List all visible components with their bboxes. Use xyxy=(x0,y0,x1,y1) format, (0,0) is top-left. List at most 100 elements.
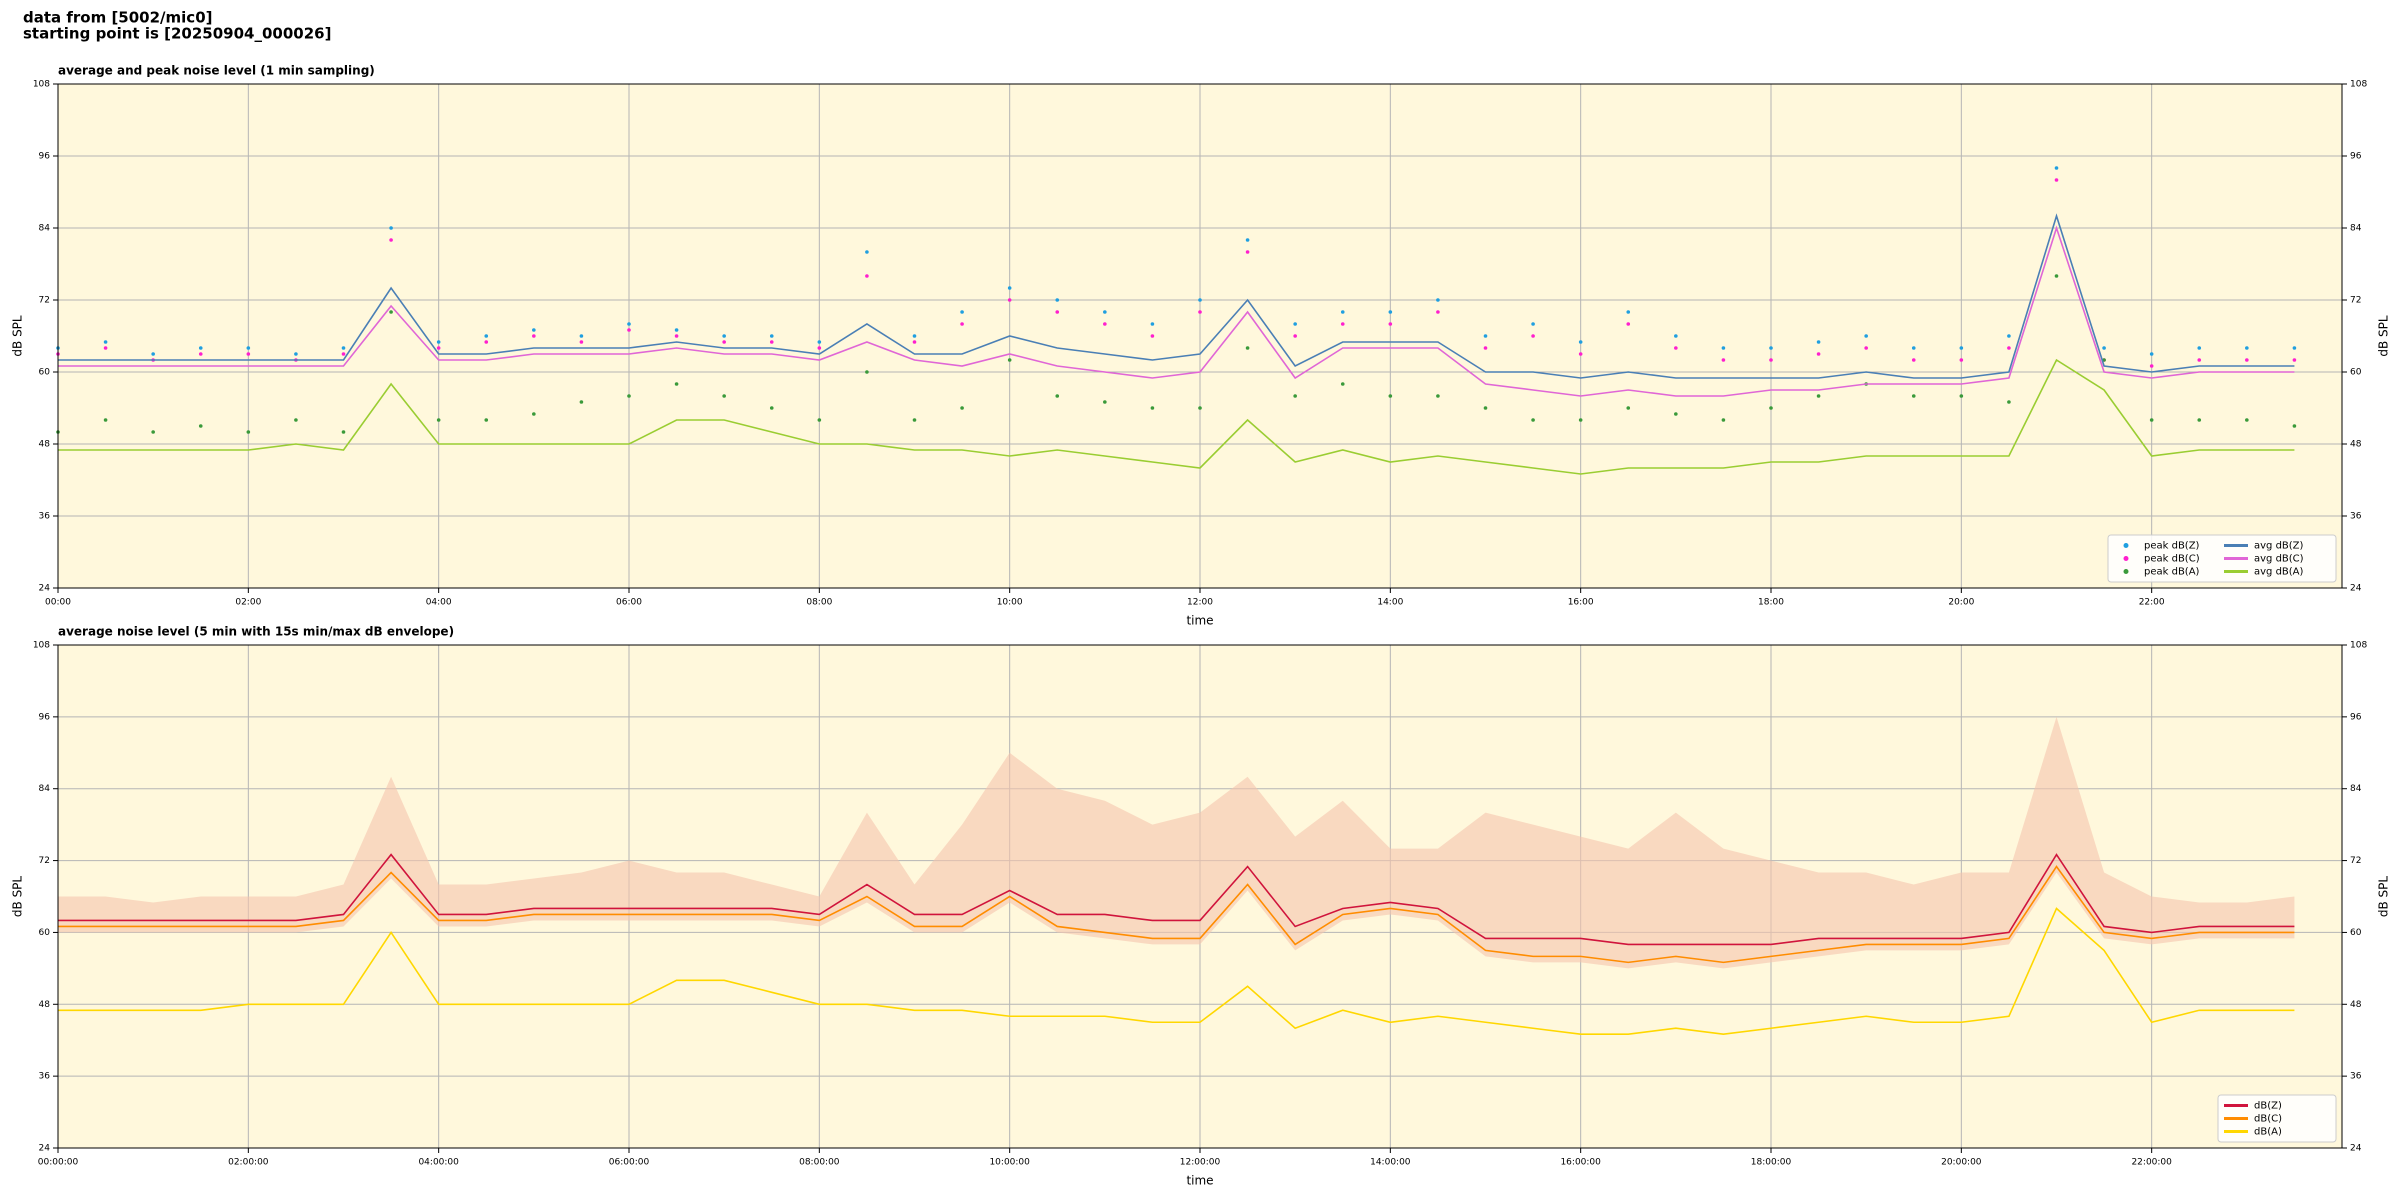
header-line: data from [5002/mic0] xyxy=(23,9,213,27)
peak-point xyxy=(2149,352,2154,356)
peak-point xyxy=(1769,358,1773,362)
peak-point xyxy=(2245,418,2249,422)
peak-point xyxy=(1959,358,1964,362)
y-tick-label: 24 xyxy=(2350,1144,2362,1154)
peak-point xyxy=(627,394,631,398)
peak-point xyxy=(1959,394,1964,398)
peak-point xyxy=(1007,286,1012,290)
x-tick-label: 16:00 xyxy=(1568,598,1594,608)
peak-point xyxy=(1674,412,1678,416)
x-tick-label: 00:00 xyxy=(45,598,71,608)
peak-point xyxy=(103,346,108,350)
peak-point xyxy=(817,346,822,350)
y-tick-label: 84 xyxy=(39,784,51,794)
peak-point xyxy=(1531,322,1535,326)
peak-point xyxy=(1198,406,1202,410)
legend-label: avg dB(Z) xyxy=(2254,541,2304,552)
peak-point xyxy=(865,370,869,374)
x-tick-label: 16:00:00 xyxy=(1560,1158,1601,1168)
peak-point xyxy=(341,346,346,350)
y-tick-label: 36 xyxy=(39,1072,51,1082)
peak-point xyxy=(627,328,631,332)
peak-point xyxy=(2149,418,2154,422)
peak-point xyxy=(1340,310,1345,314)
peak-point xyxy=(722,340,726,344)
peak-point xyxy=(1626,406,1631,410)
y-tick-label: 48 xyxy=(39,1000,51,1010)
chart-panel: average noise level (5 min with 15s min/… xyxy=(11,625,2391,1188)
legend-label: dB(C) xyxy=(2254,1114,2282,1125)
x-tick-label: 14:00:00 xyxy=(1370,1158,1411,1168)
peak-point xyxy=(532,412,536,416)
peak-point xyxy=(1531,418,1535,422)
x-axis-label: time xyxy=(1186,614,1213,628)
peak-point xyxy=(1721,418,1726,422)
x-tick-label: 06:00:00 xyxy=(609,1158,650,1168)
peak-point xyxy=(1911,346,1916,350)
peak-point xyxy=(722,334,726,338)
y-axis-label: dB SPL xyxy=(11,315,25,357)
peak-point xyxy=(436,346,441,350)
peak-point xyxy=(1007,358,1012,362)
peak-point xyxy=(1959,346,1964,350)
legend-label: peak dB(A) xyxy=(2144,567,2200,578)
peak-point xyxy=(1436,394,1440,398)
peak-point xyxy=(1578,352,1583,356)
peak-point xyxy=(769,334,774,338)
peak-point xyxy=(246,352,251,356)
peak-point xyxy=(2197,346,2202,350)
x-tick-label: 18:00:00 xyxy=(1751,1158,1792,1168)
peak-point xyxy=(532,334,536,338)
legend-box xyxy=(2107,534,2337,583)
peak-point xyxy=(2197,358,2202,362)
peak-point xyxy=(341,352,346,356)
peak-point xyxy=(1245,238,1250,242)
peak-point xyxy=(674,334,679,338)
chart-title: average and peak noise level (1 min samp… xyxy=(58,64,375,78)
peak-point xyxy=(436,340,441,344)
peak-point xyxy=(1293,394,1297,398)
peak-point xyxy=(1721,358,1726,362)
peak-point xyxy=(1483,406,1488,410)
y-tick-label: 36 xyxy=(2350,1072,2362,1082)
peak-point xyxy=(960,310,964,314)
y-tick-label: 96 xyxy=(2350,712,2362,722)
y-tick-label: 72 xyxy=(2350,296,2361,306)
peak-point xyxy=(960,322,964,326)
legend-label: avg dB(A) xyxy=(2254,567,2304,578)
legend-label: avg dB(C) xyxy=(2254,554,2304,565)
peak-point xyxy=(627,322,631,326)
peak-point xyxy=(103,418,108,422)
peak-point xyxy=(1578,340,1583,344)
peak-point xyxy=(1150,406,1155,410)
peak-point xyxy=(1911,394,1916,398)
peak-point xyxy=(674,382,679,386)
peak-point xyxy=(484,340,489,344)
peak-point xyxy=(2007,400,2011,404)
x-tick-label: 12:00:00 xyxy=(1180,1158,1221,1168)
peak-point xyxy=(1626,322,1631,326)
y-tick-label: 48 xyxy=(2350,1000,2362,1010)
peak-point xyxy=(865,274,869,278)
series-line xyxy=(58,358,2295,475)
series-line xyxy=(58,213,2295,379)
series-line xyxy=(58,865,2295,964)
legend-marker xyxy=(2123,556,2129,561)
y-axis-label: dB SPL xyxy=(11,876,25,918)
peak-point xyxy=(1007,298,1012,302)
peak-point xyxy=(2245,358,2249,362)
legend-marker xyxy=(2123,569,2129,574)
y-tick-label: 108 xyxy=(33,641,50,651)
peak-point xyxy=(1150,322,1155,326)
peak-point xyxy=(103,340,108,344)
peak-point xyxy=(1769,406,1773,410)
peak-point xyxy=(579,334,584,338)
peak-point xyxy=(484,418,489,422)
peak-point xyxy=(436,418,441,422)
x-tick-label: 12:00 xyxy=(1187,598,1213,608)
peak-point xyxy=(1340,382,1345,386)
peak-point xyxy=(2149,364,2154,368)
y-tick-label: 72 xyxy=(39,856,50,866)
y-tick-label: 84 xyxy=(2350,784,2362,794)
peak-point xyxy=(198,424,203,428)
